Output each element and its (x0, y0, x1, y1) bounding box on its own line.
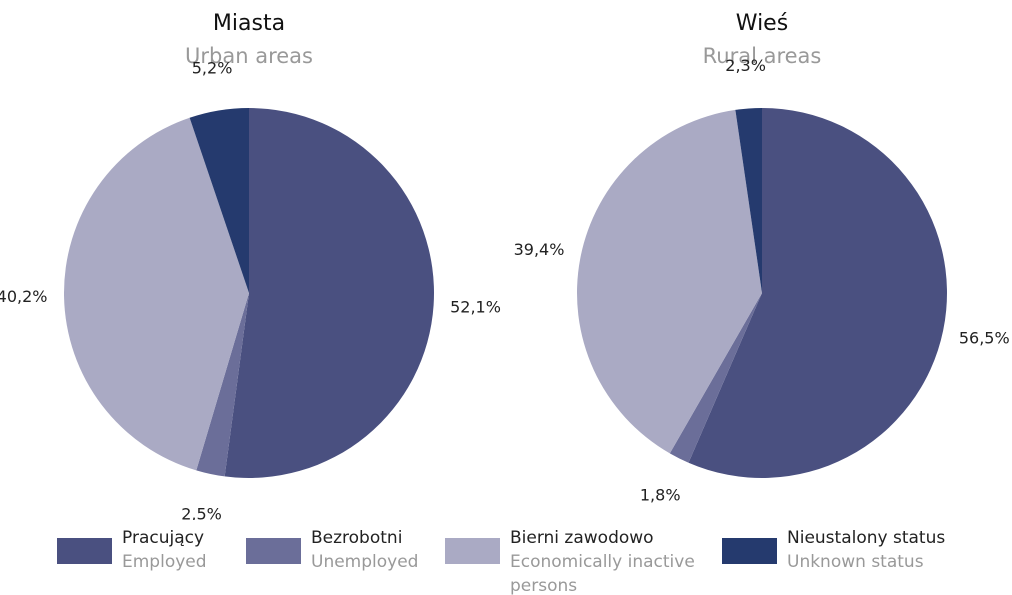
legend-swatch (57, 538, 112, 564)
pie-slice (735, 108, 762, 293)
data-label: 2,3% (725, 56, 766, 75)
data-label: 1,8% (640, 485, 681, 504)
pie-slice (224, 108, 435, 479)
pie-slice (189, 108, 249, 293)
data-label: 56,5% (959, 329, 1010, 348)
chart-subtitle: Rural areas (703, 44, 822, 68)
legend-text: Pracujący Employed (122, 526, 207, 574)
legend-translation: Employed (122, 552, 207, 572)
chart-subtitle: Urban areas (185, 44, 313, 68)
legend-translation: Unemployed (311, 552, 419, 572)
pie-slice (688, 108, 947, 478)
legend-name: Pracujący (122, 528, 205, 548)
data-label: 39,4% (514, 240, 565, 259)
legend-name: Nieustalony status (787, 528, 946, 548)
legend-text: Nieustalony status Unknown status (787, 526, 945, 574)
legend-text: Bezrobotni Unemployed (311, 526, 418, 574)
pie-slice (196, 293, 249, 477)
data-label: 40,2% (0, 287, 47, 306)
legend-name: Bierni zawodowo (510, 528, 654, 548)
legend-name: Bezrobotni (311, 528, 403, 548)
legend-text: Bierni zawodowo Economically inactive per… (510, 526, 710, 595)
data-label: 52,1% (450, 297, 501, 316)
legend-item: Bezrobotni Unemployed (246, 526, 436, 574)
legend-translation: Economically inactive persons (510, 552, 695, 595)
legend-swatch (246, 538, 301, 564)
legend-swatch (445, 538, 500, 564)
legend-item: Bierni zawodowo Economically inactive per… (445, 526, 715, 595)
chart-title: Miasta (213, 11, 285, 36)
pie-slice (577, 109, 762, 454)
chart-title: Wieś (736, 11, 788, 36)
legend-item: Nieustalony status Unknown status (722, 526, 982, 574)
pie-slice (669, 293, 762, 463)
legend-item: Pracujący Employed (57, 526, 237, 574)
charts: Miasta Urban areas 52,1% 2,5% 40,2% 5,2% Wieś R… (0, 11, 1010, 523)
pie-slice (63, 117, 249, 471)
data-label: 2,5% (181, 504, 222, 520)
legend-swatch (722, 538, 777, 564)
data-label: 5,2% (192, 59, 233, 78)
legend-translation: Unknown status (787, 552, 924, 572)
